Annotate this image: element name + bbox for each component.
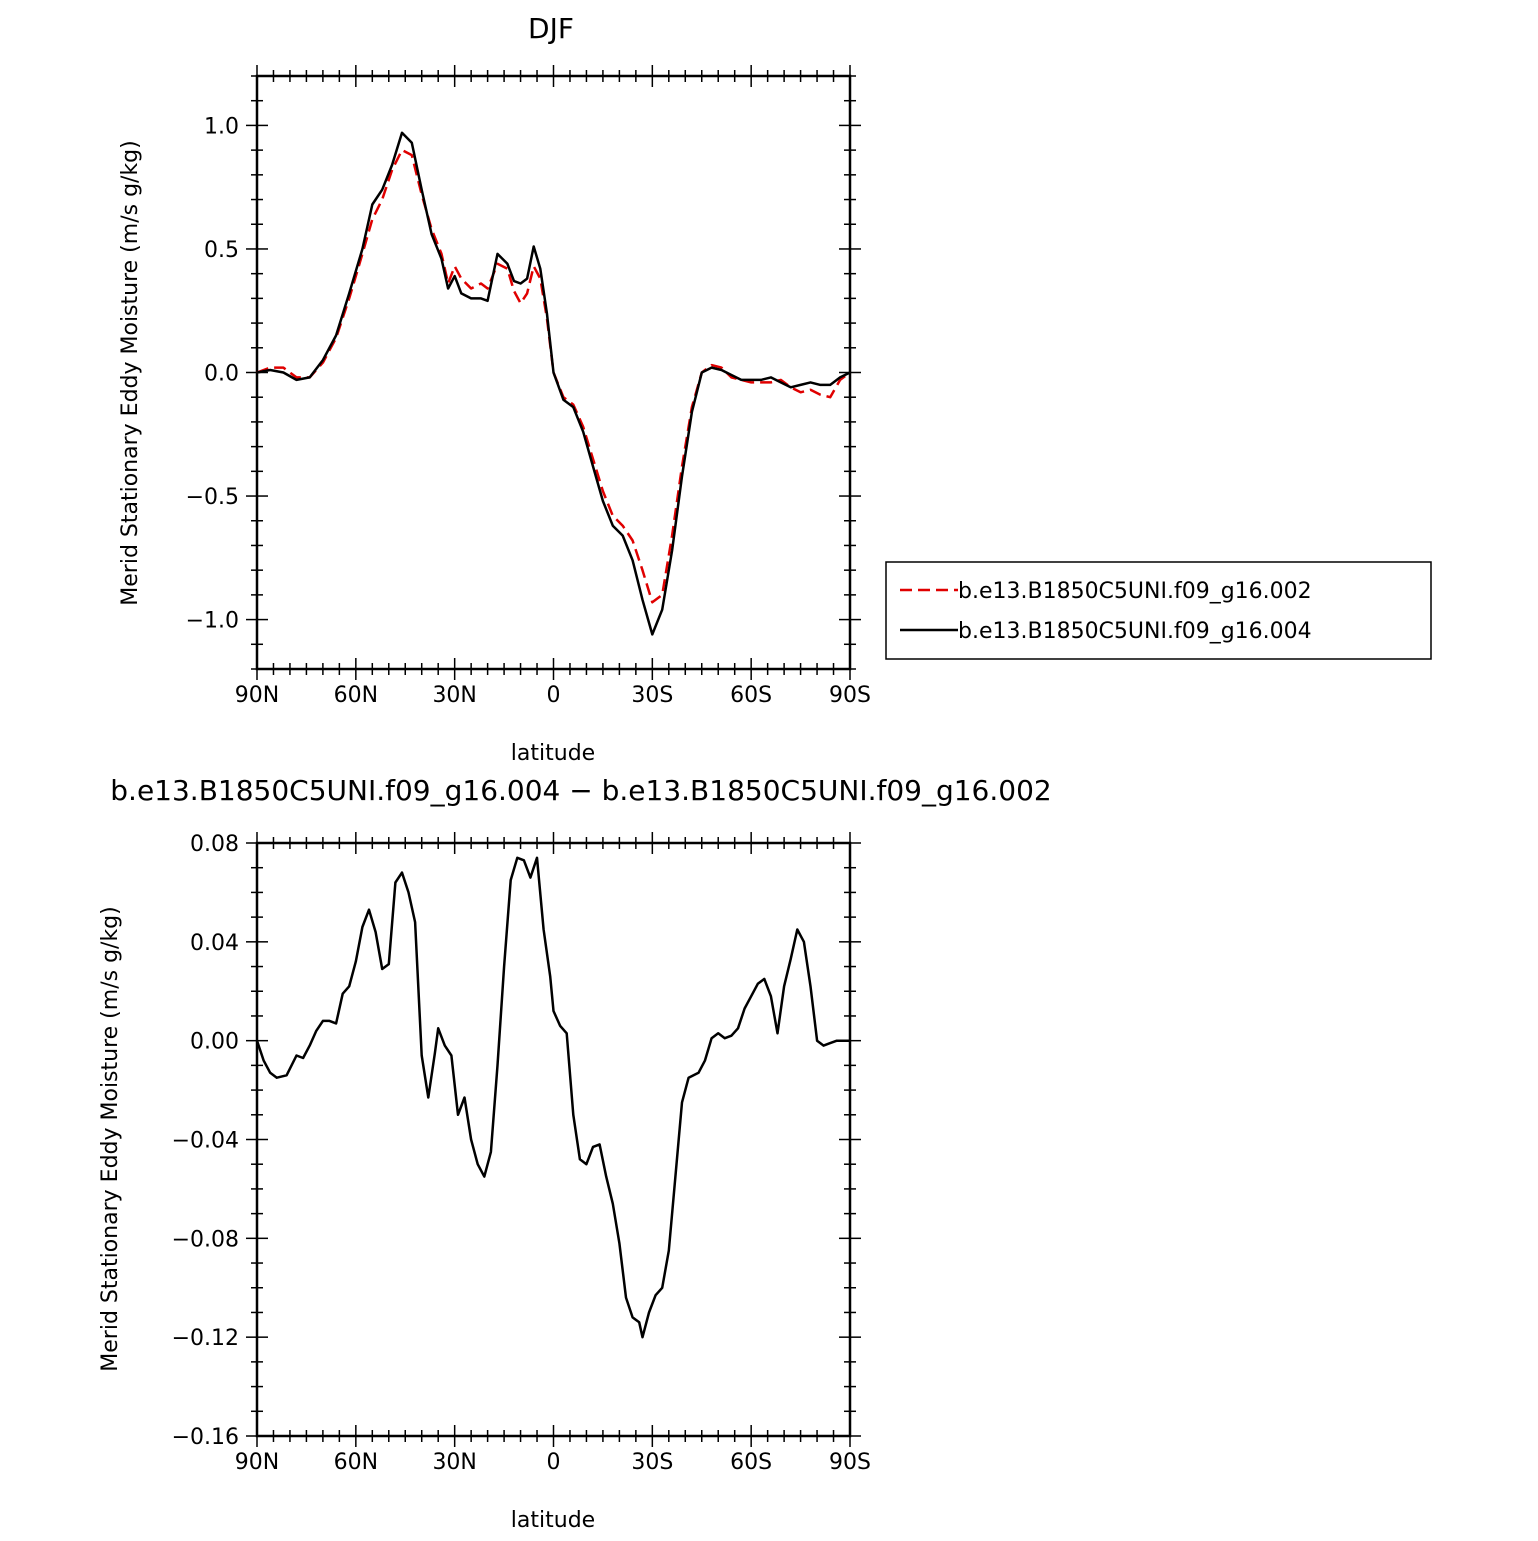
bottom-x-axis-label: latitude: [511, 1508, 595, 1533]
bottom-x-tick-label: 90S: [829, 1450, 871, 1475]
top-x-tick-label: 90N: [235, 683, 279, 708]
bottom-x-tick-label: 30N: [432, 1450, 476, 1475]
bottom-y-tick-label: 0.08: [190, 832, 239, 857]
legend-label-002: b.e13.B1850C5UNI.f09_g16.002: [958, 579, 1312, 604]
top-y-tick-label: −1.0: [186, 609, 239, 634]
bottom-y-tick-label: 0.04: [190, 931, 239, 956]
bottom-x-tick-label: 60N: [334, 1450, 378, 1475]
top-x-tick-label: 30S: [631, 683, 673, 708]
bottom-chart-title: b.e13.B1850C5UNI.f09_g16.004 − b.e13.B18…: [110, 774, 1051, 807]
top-series-line-1: [256, 131, 851, 636]
bottom-x-tick-label: 0: [547, 1450, 561, 1475]
legend-box: [885, 561, 1432, 660]
legend: b.e13.B1850C5UNI.f09_g16.002 b.e13.B1850…: [885, 561, 1432, 660]
top-x-tick-label: 30N: [432, 683, 476, 708]
bottom-y-tick-label: −0.16: [172, 1425, 239, 1450]
top-x-ticks: 90N 60N 30N 0 30S 60S 90S: [235, 65, 871, 708]
bottom-y-tick-label: −0.12: [172, 1326, 239, 1351]
top-series-lines: [256, 131, 851, 636]
bottom-y-ticks: 0.08 0.04 0.00 −0.04 −0.08 −0.12 −0.16: [172, 832, 861, 1450]
bottom-y-tick-label: −0.04: [172, 1129, 239, 1154]
bottom-x-tick-label: 60S: [730, 1450, 772, 1475]
chart-bottom: b.e13.B1850C5UNI.f09_g16.004 − b.e13.B18…: [98, 774, 1052, 1533]
bottom-y-tick-label: 0.00: [190, 1030, 239, 1055]
top-x-tick-label: 0: [547, 683, 561, 708]
bottom-series-lines: [255, 856, 850, 1339]
top-y-ticks: 1.0 0.5 0.0 −0.5 −1.0: [186, 75, 861, 670]
top-y-tick-label: 0.0: [204, 362, 239, 387]
top-y-axis-label: Merid Stationary Eddy Moisture (m/s g/kg…: [118, 140, 143, 605]
top-y-tick-label: 1.0: [204, 114, 239, 139]
legend-label-004: b.e13.B1850C5UNI.f09_g16.004: [958, 619, 1312, 644]
bottom-y-tick-label: −0.08: [172, 1227, 239, 1252]
top-chart-title: DJF: [528, 12, 574, 45]
bottom-x-tick-label: 90N: [235, 1450, 279, 1475]
top-x-tick-label: 60S: [730, 683, 772, 708]
top-y-tick-label: 0.5: [204, 238, 239, 263]
bottom-x-ticks: 90N 60N 30N 0 30S 60S 90S: [235, 832, 871, 1475]
top-series-line-0: [256, 148, 851, 604]
top-x-tick-label: 90S: [829, 683, 871, 708]
bottom-plot-frame: [255, 841, 852, 1438]
bottom-series-line-0: [255, 856, 850, 1339]
bottom-y-axis-label: Merid Stationary Eddy Moisture (m/s g/kg…: [98, 906, 123, 1371]
chart-top: DJF 90N 60N 30N 0 30S 60S 90S 1.0 0.5 0.0 −0.5 −1.…: [118, 12, 1432, 766]
top-x-axis-label: latitude: [511, 741, 595, 766]
top-x-tick-label: 60N: [334, 683, 378, 708]
top-y-tick-label: −0.5: [186, 485, 239, 510]
bottom-x-tick-label: 30S: [631, 1450, 673, 1475]
